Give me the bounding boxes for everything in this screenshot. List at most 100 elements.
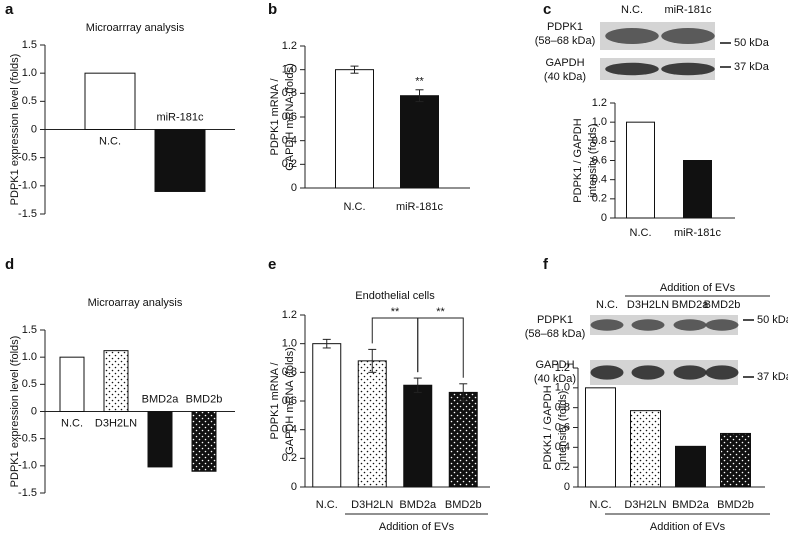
y-tick-label: 0.5	[22, 95, 37, 107]
x-tick-label: BMD2a	[399, 499, 437, 511]
y-tick-label: 1.2	[592, 97, 607, 109]
y-axis-label: intensity (folds)	[587, 124, 599, 198]
y-tick-label: 0	[564, 481, 570, 493]
y-tick-label: 0.2	[592, 193, 607, 205]
y-axis-label: GAPDH mRNA (folds)	[284, 63, 296, 171]
y-tick-label: 0.6	[592, 154, 607, 166]
y-tick-label: -1.5	[18, 487, 37, 499]
blot-band	[605, 28, 659, 44]
y-tick-label: 1.5	[22, 324, 37, 336]
bar	[683, 160, 712, 219]
y-tick-label: 0.8	[282, 87, 297, 99]
y-tick-label: -1.0	[18, 460, 37, 472]
y-tick-label: 0	[31, 123, 37, 135]
y-tick-label: 1.2	[282, 40, 297, 52]
blot-band	[605, 62, 659, 76]
y-tick-label: 0.6	[282, 111, 297, 123]
x-tick-label: N.C.	[99, 135, 121, 147]
x-tick-label: D3H2LN	[351, 499, 393, 511]
y-axis-label: PDPK1 mRNA /	[269, 362, 281, 440]
bar	[403, 384, 433, 488]
panel-letter: f	[543, 256, 549, 273]
lane-label: N.C.	[596, 299, 618, 311]
y-tick-label: 0.5	[22, 378, 37, 390]
y-tick-label: 0.8	[282, 366, 297, 378]
y-tick-label: 0	[31, 405, 37, 417]
panel-letter: d	[5, 256, 14, 273]
x-tick-label: N.C.	[316, 499, 338, 511]
chart-title: Microarrray analysis	[86, 22, 185, 34]
x-tick-label: BMD2a	[142, 393, 180, 405]
y-tick-label: 0.2	[555, 461, 570, 473]
marker-label: 37 kDa	[757, 371, 788, 383]
bar	[191, 411, 217, 472]
x-tick-label: N.C.	[590, 499, 612, 511]
x-tick-label: D3H2LN	[624, 499, 666, 511]
y-tick-label: 0	[601, 212, 607, 224]
bar	[626, 121, 655, 219]
y-axis-label: PDKK1 / GAPDH	[542, 385, 554, 469]
x-tick-label: N.C.	[344, 201, 366, 213]
row-size: (58–68 kDa)	[525, 328, 586, 340]
x-tick-label: miR-181c	[156, 111, 204, 123]
y-axis-label: intensity (folds)	[557, 391, 569, 465]
significance: **	[391, 306, 400, 318]
bar	[357, 360, 387, 488]
blot-band	[590, 365, 624, 380]
lane-label: miR-181c	[664, 4, 712, 16]
y-tick-label: 0.4	[592, 174, 607, 186]
row-label: PDPK1	[537, 314, 573, 326]
group-label: Addition of EVs	[650, 521, 726, 533]
y-tick-label: 0.8	[592, 135, 607, 147]
x-tick-label: BMD2b	[717, 499, 754, 511]
y-axis-label: PDPK1 expression level (folds)	[9, 336, 21, 488]
x-tick-label: BMD2b	[445, 499, 482, 511]
y-tick-label: -0.5	[18, 433, 37, 445]
y-tick-label: 1.0	[282, 64, 297, 76]
panel-letter: e	[268, 256, 276, 273]
x-tick-label: N.C.	[630, 227, 652, 239]
y-tick-label: -0.5	[18, 152, 37, 164]
marker-label: 50 kDa	[757, 314, 788, 326]
marker-label: 50 kDa	[734, 37, 770, 49]
bar	[630, 410, 661, 488]
x-tick-label: miR-181c	[674, 227, 722, 239]
blot-band	[673, 319, 707, 331]
bar	[147, 411, 173, 468]
y-tick-label: 1.0	[592, 116, 607, 128]
blot-band	[705, 365, 739, 380]
blot-band	[673, 365, 707, 380]
blot-band	[590, 319, 624, 331]
y-tick-label: 1.0	[22, 351, 37, 363]
bar	[84, 72, 136, 130]
y-tick-label: 1.2	[555, 362, 570, 374]
y-tick-label: 0.8	[555, 402, 570, 414]
bar	[312, 343, 342, 488]
lane-label: BMD2a	[672, 299, 710, 311]
y-tick-label: 1.0	[282, 338, 297, 350]
bar	[400, 95, 439, 189]
bracket	[417, 317, 464, 378]
x-tick-label: BMD2b	[186, 393, 223, 405]
y-tick-label: 0.4	[555, 441, 570, 453]
y-tick-label: 0	[291, 481, 297, 493]
y-tick-label: 0	[291, 182, 297, 194]
y-tick-label: 0.2	[282, 158, 297, 170]
bar	[59, 356, 85, 412]
y-tick-label: 0.6	[555, 421, 570, 433]
significance: **	[415, 76, 424, 88]
y-axis-label: PDPK1 mRNA /	[269, 78, 281, 156]
group-label: Addition of EVs	[379, 521, 455, 533]
bar	[585, 387, 616, 488]
row-label: PDPK1	[547, 21, 583, 33]
x-tick-label: BMD2a	[672, 499, 710, 511]
y-tick-label: 1.2	[282, 309, 297, 321]
lane-label: D3H2LN	[627, 299, 669, 311]
bar	[448, 391, 478, 488]
chart-title: Endothelial cells	[355, 290, 435, 302]
panel-letter: c	[543, 1, 551, 18]
chart-title: Microarray analysis	[88, 297, 183, 309]
lane-label: BMD2b	[704, 299, 741, 311]
y-axis-label: PDPK1 expression level (folds)	[9, 54, 21, 206]
